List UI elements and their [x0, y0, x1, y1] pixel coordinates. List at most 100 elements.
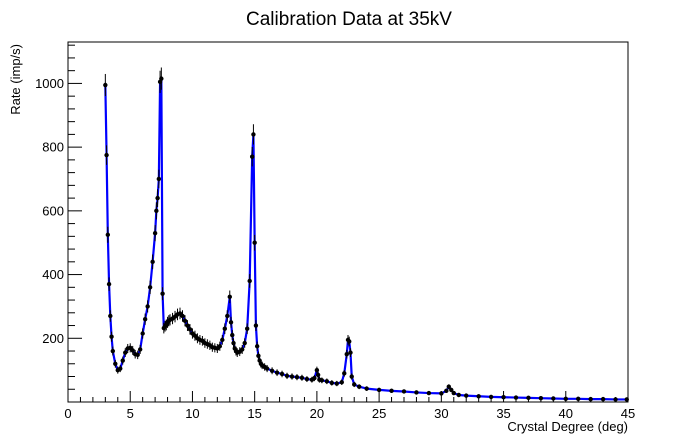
data-point — [155, 195, 160, 201]
data-point — [145, 304, 150, 309]
data-point — [105, 232, 111, 237]
data-point — [329, 380, 335, 386]
data-point — [339, 380, 344, 385]
data-point — [150, 259, 155, 265]
data-point — [130, 348, 135, 353]
data-point — [103, 82, 108, 88]
data-point — [135, 352, 140, 358]
plot-frame — [67, 41, 629, 403]
data-point — [414, 390, 419, 395]
data-point — [108, 313, 113, 319]
data-point — [446, 384, 451, 389]
y-axis-label: Rate (imp/s) — [8, 44, 23, 115]
y-tick-label: 800 — [42, 140, 64, 155]
data-point — [217, 344, 223, 349]
series-line — [104, 77, 627, 401]
data-point — [376, 387, 382, 393]
data-point — [284, 373, 290, 379]
x-axis-label: Crystal Degree (deg) — [507, 419, 628, 434]
data-point — [344, 352, 349, 357]
data-point — [140, 331, 145, 336]
data-point — [104, 152, 109, 158]
data-point — [444, 388, 449, 394]
data-point — [342, 371, 347, 376]
data-point — [347, 339, 352, 344]
data-point — [152, 230, 158, 236]
data-point — [230, 332, 235, 338]
data-point — [269, 368, 275, 373]
data-point — [160, 291, 165, 296]
y-tick-label: 400 — [42, 267, 64, 282]
x-tick-label: 0 — [64, 406, 71, 421]
data-point — [245, 326, 250, 331]
y-tick-label: 600 — [42, 203, 64, 218]
y-tick-label: 200 — [42, 331, 64, 346]
data-point — [142, 316, 148, 322]
x-tick-label: 45 — [621, 406, 635, 421]
x-tick-label: 10 — [185, 406, 199, 421]
data-point — [401, 389, 407, 394]
x-tick-label: 25 — [372, 406, 386, 421]
data-point — [227, 294, 232, 300]
data-point — [147, 285, 153, 290]
data-point — [315, 372, 321, 378]
data-point — [264, 366, 270, 371]
data-point — [251, 132, 256, 137]
data-point — [294, 374, 300, 380]
data-point — [314, 367, 320, 373]
data-point — [247, 278, 252, 284]
data-point — [123, 350, 128, 355]
data-point — [279, 371, 285, 377]
data-point — [357, 384, 362, 389]
data-point — [449, 387, 454, 393]
data-point — [137, 347, 143, 352]
data-point — [456, 392, 461, 398]
data-point — [252, 240, 257, 245]
data-point — [464, 393, 469, 398]
data-point — [304, 376, 310, 382]
data-point — [113, 361, 118, 366]
x-tick-label: 40 — [559, 406, 573, 421]
data-point — [274, 370, 280, 375]
x-tick-label: 15 — [247, 406, 261, 421]
data-point — [254, 344, 260, 349]
data-point — [319, 378, 325, 383]
data-point — [156, 176, 162, 182]
data-point — [242, 340, 247, 346]
data-point — [249, 154, 255, 159]
data-point — [180, 313, 185, 319]
data-point — [109, 334, 114, 339]
y-tick-label: 1000 — [35, 76, 64, 91]
data-point — [349, 374, 354, 379]
data-point — [389, 388, 394, 394]
data-point — [364, 386, 369, 391]
data-point — [182, 318, 188, 323]
data-point — [222, 326, 227, 331]
data-point — [159, 76, 164, 81]
data-point — [426, 390, 432, 396]
data-point — [118, 366, 123, 371]
x-tick-label: 35 — [496, 406, 510, 421]
data-point — [312, 375, 317, 381]
data-point — [299, 375, 305, 380]
data-point — [253, 323, 259, 328]
data-point — [106, 281, 112, 287]
data-point — [187, 327, 193, 332]
data-point — [476, 394, 481, 399]
data-point — [240, 347, 245, 352]
x-tick-label: 20 — [310, 406, 324, 421]
data-point — [110, 348, 116, 354]
x-tick-label: 30 — [434, 406, 448, 421]
data-point — [334, 381, 339, 386]
data-point — [154, 208, 159, 214]
data-point — [348, 350, 353, 355]
data-point — [220, 337, 225, 343]
x-tick-label: 5 — [127, 406, 134, 421]
data-point — [185, 323, 190, 328]
data-point — [451, 390, 456, 396]
data-point — [352, 382, 357, 387]
data-point — [225, 313, 230, 319]
data-point — [289, 374, 295, 379]
data-point — [324, 379, 330, 384]
chart-title: Calibration Data at 35kV — [246, 9, 452, 30]
